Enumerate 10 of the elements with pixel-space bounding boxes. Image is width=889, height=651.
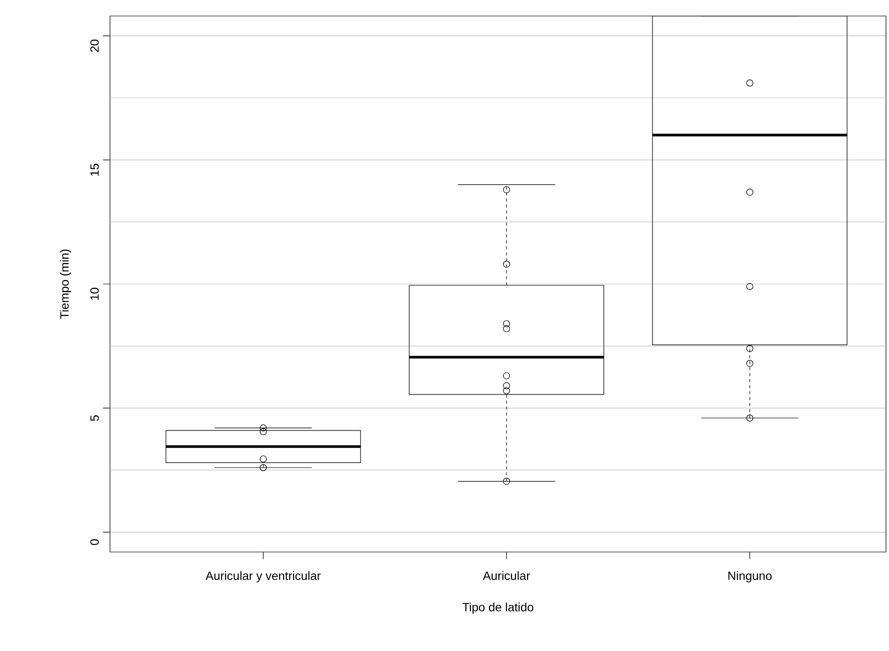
- y-tick-label: 10: [90, 288, 99, 300]
- y-axis-title: Tiempo (min): [60, 250, 72, 319]
- x-tick-label: Auricular: [482, 571, 530, 580]
- x-tick-label: Ninguno: [728, 571, 772, 582]
- y-tick-label: 5: [90, 415, 99, 421]
- y-tick-label: 0: [90, 539, 99, 546]
- x-tick-label: Auricular y ventricular: [206, 571, 321, 582]
- y-tick-label: 15: [90, 164, 99, 176]
- x-axis-title: Tipo de latido: [462, 602, 534, 614]
- y-tick-label: 20: [90, 40, 99, 52]
